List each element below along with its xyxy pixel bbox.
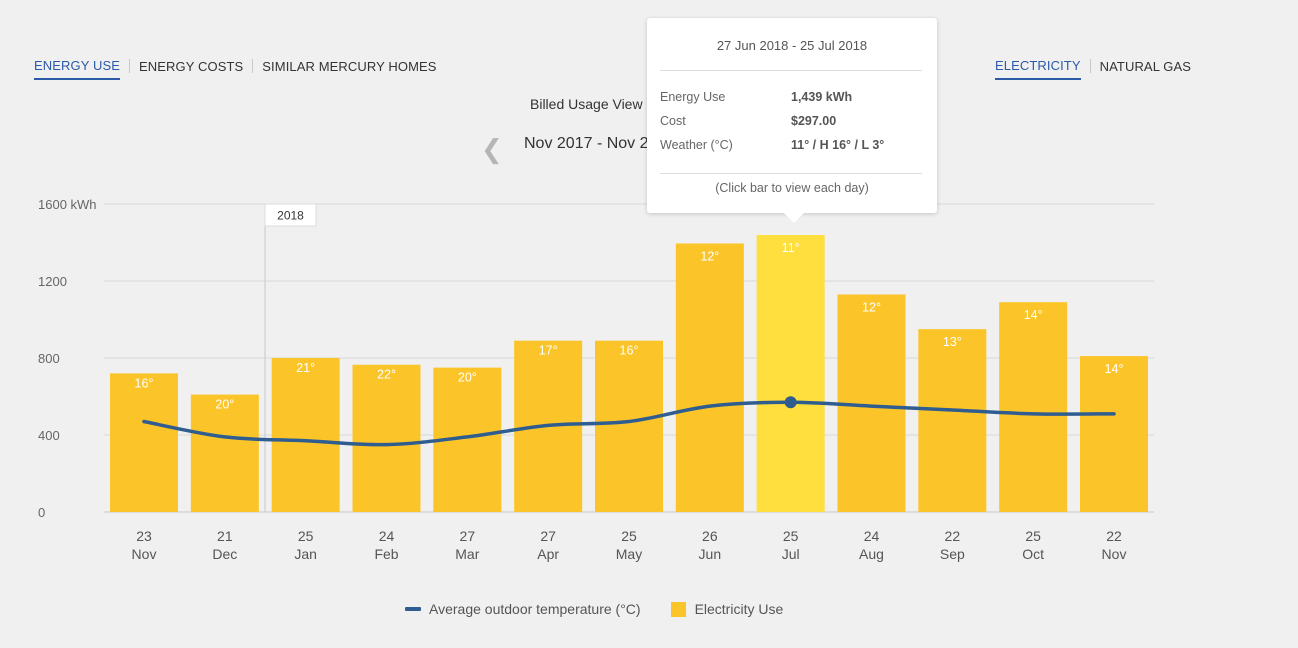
usage-bar[interactable]: [595, 340, 663, 512]
x-tick-day: 25: [298, 528, 314, 544]
tooltip-label: Weather (°C): [660, 138, 733, 152]
x-tick-day: 25: [1025, 528, 1041, 544]
tooltip-label: Cost: [660, 114, 686, 128]
year-marker-label: 2018: [277, 209, 304, 223]
temperature-label: 13°: [943, 335, 962, 349]
tooltip-value: 1,439 kWh: [791, 90, 853, 104]
x-tick-month: Jul: [782, 546, 800, 562]
legend-line-swatch: [405, 607, 421, 611]
usage-bar[interactable]: [271, 358, 340, 512]
temperature-label: 12°: [862, 300, 881, 314]
tab-divider: [1089, 59, 1091, 73]
y-tick-label: 1200: [38, 274, 67, 289]
bar-tooltip: 27 Jun 2018 - 25 Jul 2018 Energy Use 1,4…: [647, 18, 937, 223]
x-tick-month: Oct: [1022, 546, 1044, 562]
temperature-label: 16°: [135, 376, 154, 390]
tooltip-value: 11° / H 16° / L 3°: [791, 138, 885, 152]
tab-energy-costs[interactable]: ENERGY COSTS: [139, 59, 244, 74]
tab-similar-homes[interactable]: SIMILAR MERCURY HOMES: [262, 59, 437, 74]
period-label: Nov 2017 - Nov 2: [524, 135, 649, 152]
x-tick-month: Jun: [699, 546, 722, 562]
usage-bar[interactable]: [675, 243, 744, 512]
tooltip-footer: (Click bar to view each day): [715, 181, 869, 195]
temperature-point-selected: [784, 396, 797, 409]
x-tick-month: Apr: [537, 546, 559, 562]
usage-bar[interactable]: [999, 302, 1068, 512]
x-tick-month: Mar: [455, 546, 479, 562]
tab-divider: [129, 59, 131, 73]
x-tick-day: 25: [783, 528, 799, 544]
x-tick-day: 25: [621, 528, 637, 544]
temperature-label: 12°: [700, 249, 719, 263]
x-tick-day: 21: [217, 528, 233, 544]
tooltip-value: $297.00: [791, 114, 837, 128]
tooltip-divider: [660, 70, 922, 71]
legend-usage[interactable]: Electricity Use: [694, 601, 784, 617]
legend-bar-swatch: [670, 601, 686, 617]
tooltip-label: Energy Use: [660, 90, 726, 104]
x-tick-month: Dec: [212, 546, 237, 562]
y-tick-label: 800: [38, 351, 60, 366]
x-tick-day: 22: [945, 528, 961, 544]
x-tick-day: 22: [1106, 528, 1122, 544]
usage-bar[interactable]: [756, 234, 825, 512]
legend-temperature[interactable]: Average outdoor temperature (°C): [429, 601, 641, 617]
year-marker-box: [264, 203, 317, 227]
tooltip-divider: [660, 173, 922, 174]
tooltip-date: 27 Jun 2018 - 25 Jul 2018: [716, 38, 868, 53]
temperature-label: 22°: [377, 368, 396, 382]
usage-tabs: ENERGY USE ENERGY COSTS SIMILAR MERCURY …: [34, 58, 437, 80]
usage-bar[interactable]: [1080, 356, 1148, 512]
tab-divider: [252, 59, 254, 73]
tab-energy-use[interactable]: ENERGY USE: [34, 58, 121, 80]
y-tick-label: 1600 kWh: [38, 197, 97, 212]
temperature-label: 16°: [620, 344, 639, 358]
x-tick-day: 24: [864, 528, 880, 544]
x-tick-month: Aug: [859, 546, 884, 562]
temperature-label: 21°: [296, 361, 315, 375]
x-tick-month: Nov: [1102, 546, 1127, 562]
fuel-tabs: ELECTRICITY NATURAL GAS: [995, 58, 1191, 80]
tab-electricity[interactable]: ELECTRICITY: [995, 58, 1081, 80]
y-tick-label: 400: [38, 428, 60, 443]
temperature-label: 14°: [1024, 308, 1043, 322]
y-tick-label: 0: [38, 505, 45, 520]
x-tick-day: 26: [702, 528, 718, 544]
x-tick-day: 23: [136, 528, 152, 544]
x-tick-month: May: [616, 546, 642, 562]
usage-bar[interactable]: [110, 373, 178, 512]
view-label: Billed Usage View: [530, 96, 643, 112]
usage-bar[interactable]: [918, 329, 987, 512]
chart-legend: Average outdoor temperature (°C) Electri…: [405, 601, 783, 617]
x-tick-day: 27: [540, 528, 556, 544]
temperature-label: 17°: [539, 344, 558, 358]
tab-natural-gas[interactable]: NATURAL GAS: [1099, 59, 1192, 74]
x-tick-month: Sep: [940, 546, 965, 562]
x-tick-month: Jan: [294, 546, 317, 562]
temperature-label: 14°: [1105, 362, 1124, 376]
temperature-label: 11°: [782, 241, 800, 255]
temperature-label: 20°: [458, 371, 477, 385]
x-tick-month: Nov: [132, 546, 157, 562]
x-tick-month: Feb: [374, 546, 398, 562]
x-tick-day: 27: [460, 528, 476, 544]
usage-bar[interactable]: [190, 394, 259, 512]
temperature-line: [142, 400, 1116, 447]
usage-bar[interactable]: [352, 364, 421, 512]
x-tick-day: 24: [379, 528, 395, 544]
temperature-label: 20°: [215, 398, 234, 412]
chevron-left-icon[interactable]: ❮: [481, 134, 503, 164]
